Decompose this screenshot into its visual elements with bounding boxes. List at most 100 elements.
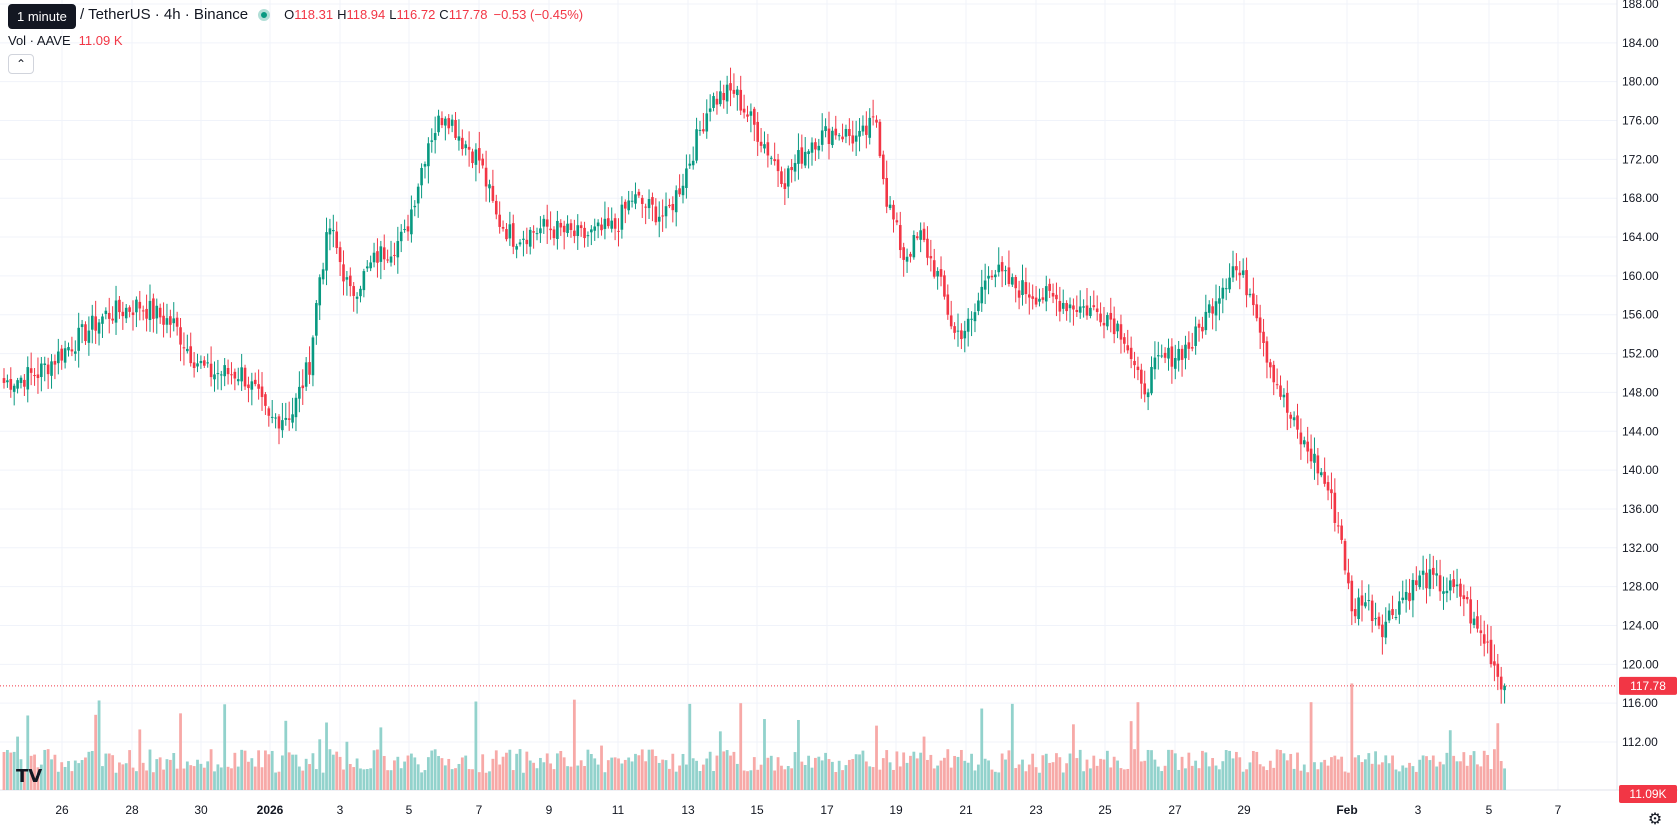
volume-bar xyxy=(841,770,844,790)
volume-bar xyxy=(124,763,128,790)
volume-label: Vol · AAVE xyxy=(8,33,71,48)
candle-body xyxy=(186,348,189,352)
candle-body xyxy=(1041,297,1045,300)
collapse-legend-button[interactable]: ⌃ xyxy=(8,54,34,74)
volume-bar xyxy=(111,755,115,790)
price-tick-label: 168.00 xyxy=(1622,191,1659,205)
volume-bar xyxy=(545,753,549,790)
candle-body xyxy=(454,119,457,138)
volume-bar xyxy=(5,749,9,790)
candle-body xyxy=(36,374,40,379)
market-status-icon[interactable] xyxy=(258,8,271,21)
volume-bar xyxy=(382,755,386,790)
volume-bar xyxy=(1112,756,1116,790)
volume-bar xyxy=(644,761,648,790)
volume-bar xyxy=(141,762,145,790)
candle-body xyxy=(746,114,749,117)
time-tick-label: 13 xyxy=(681,803,695,817)
high-label: H xyxy=(337,7,347,22)
candle-body xyxy=(243,367,247,387)
volume-bar xyxy=(627,757,631,790)
candle-body xyxy=(637,191,641,196)
price-tick-label: 160.00 xyxy=(1622,269,1659,283)
candle-body xyxy=(1398,601,1401,615)
volume-bar xyxy=(739,703,743,790)
candle-body xyxy=(729,83,732,91)
candle-body xyxy=(566,223,569,234)
volume-bar xyxy=(1272,767,1276,790)
volume-bar xyxy=(756,769,760,790)
volume-bar xyxy=(135,771,138,790)
volume-bar xyxy=(338,756,342,790)
volume-bar xyxy=(355,758,359,790)
volume-bar xyxy=(922,736,926,790)
candle-body xyxy=(1347,572,1350,584)
candle-body xyxy=(1034,297,1038,305)
volume-bar xyxy=(1041,755,1045,790)
volume-bar xyxy=(528,760,532,790)
volume-bar xyxy=(60,762,64,790)
candle-body xyxy=(1438,575,1442,592)
candle-body xyxy=(756,121,759,142)
volume-bar xyxy=(1007,750,1011,790)
volume-bar xyxy=(797,719,800,790)
price-tick-label: 184.00 xyxy=(1622,36,1659,50)
candle-body xyxy=(695,129,698,161)
tradingview-logo-icon[interactable]: TV xyxy=(16,766,43,787)
volume-legend[interactable]: Vol · AAVE 11.09 K xyxy=(8,33,123,48)
candle-body xyxy=(1408,592,1411,602)
candle-body xyxy=(678,188,681,195)
last-price-badge xyxy=(1619,676,1677,695)
candle-body xyxy=(352,286,355,296)
candle-body xyxy=(973,312,977,322)
volume-bar xyxy=(715,755,719,790)
candle-body xyxy=(759,141,763,146)
volume-bar xyxy=(539,757,542,790)
volume-bar xyxy=(525,751,529,790)
candle-body xyxy=(542,218,546,227)
candle-body xyxy=(365,266,369,269)
candle-body xyxy=(698,129,702,131)
candle-body xyxy=(562,225,566,233)
volume-bar xyxy=(77,763,81,790)
candle-body xyxy=(1316,455,1320,474)
candle-body xyxy=(311,337,315,376)
candle-body xyxy=(1448,580,1452,591)
candle-body xyxy=(291,414,294,423)
volume-bar xyxy=(39,764,43,790)
gear-icon[interactable]: ⚙ xyxy=(1647,811,1663,828)
volume-bar xyxy=(1027,764,1031,790)
volume-bar xyxy=(114,772,118,790)
volume-bar xyxy=(467,769,471,790)
close-label: C xyxy=(439,7,449,22)
volume-bar xyxy=(827,759,831,790)
volume-bar xyxy=(1146,749,1150,790)
volume-bar xyxy=(321,772,325,790)
candle-body xyxy=(1428,569,1432,589)
candle-body xyxy=(1235,266,1238,271)
volume-bar xyxy=(209,749,213,790)
candle-body xyxy=(681,185,685,196)
volume-bar xyxy=(1489,769,1493,790)
volume-bar xyxy=(416,764,420,790)
candle-body xyxy=(413,205,417,208)
candle-body xyxy=(403,229,406,231)
candle-body xyxy=(29,368,33,373)
volume-bar xyxy=(199,763,203,790)
candle-body xyxy=(793,162,797,172)
volume-bar xyxy=(16,736,19,790)
volume-bar xyxy=(287,752,291,790)
candle-body xyxy=(586,235,590,237)
volume-bar xyxy=(820,760,824,790)
symbol-title[interactable]: / TetherUS · 4h · Binance xyxy=(80,6,249,23)
candle-body xyxy=(1228,277,1231,290)
candle-body xyxy=(909,253,912,257)
candle-body xyxy=(145,308,148,319)
time-tick-label: 27 xyxy=(1168,803,1182,817)
candle-body xyxy=(607,218,610,227)
candle-body xyxy=(882,154,885,180)
volume-bar xyxy=(36,767,40,790)
candle-body xyxy=(1353,609,1357,617)
candle-body xyxy=(230,374,233,376)
